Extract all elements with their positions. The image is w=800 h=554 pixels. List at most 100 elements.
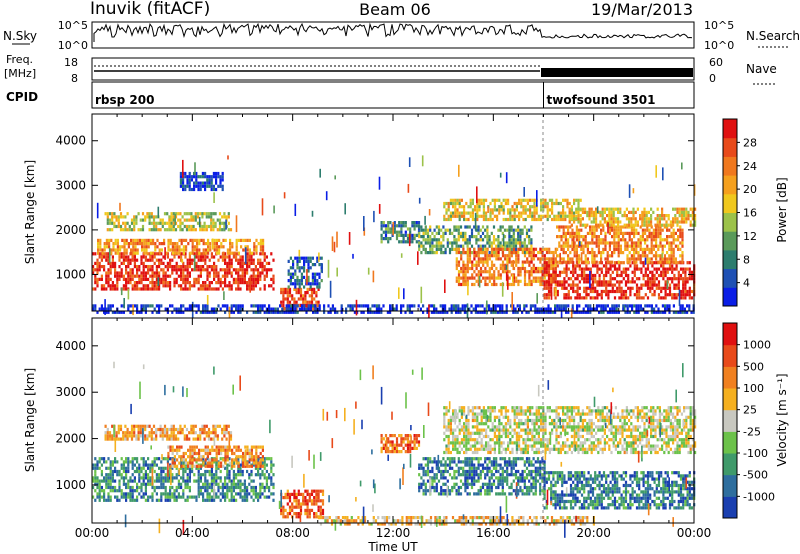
heatmap-cell [476,201,479,206]
beam-title: Beam 06 [359,0,431,19]
heatmap-cell [104,299,106,315]
heatmap-cell [505,310,508,314]
heatmap-cell [206,265,209,269]
heatmap-cell [193,248,196,252]
heatmap-cell [477,244,480,248]
heatmap-cell [215,187,218,192]
heatmap-cell [672,254,675,258]
heatmap-cell [424,251,427,255]
heatmap-cell [164,457,167,461]
heatmap-cell [595,241,598,245]
heatmap-cell [460,198,463,202]
heatmap-cell [231,245,234,249]
heatmap-cell [624,270,628,274]
heatmap-cell [677,238,680,242]
heatmap-cell [246,271,249,275]
heatmap-cell [600,241,603,245]
heatmap-cell [182,281,185,285]
heatmap-cell [673,267,676,271]
heatmap-cell [402,237,405,241]
heatmap-cell [237,310,240,314]
heatmap-cell [204,469,207,474]
heatmap-cell [114,242,117,246]
heatmap-cell [654,217,657,221]
heatmap-cell [534,304,537,308]
heatmap-cell [143,242,146,246]
heatmap-cell [175,485,178,490]
heatmap-cell [595,238,598,242]
heatmap-cell [188,479,191,483]
heatmap-cell [640,270,643,274]
heatmap-cell [329,310,332,314]
heatmap-cell [136,265,139,269]
heatmap-cell [147,482,150,486]
heatmap-cell [633,293,636,297]
heatmap-cell [136,466,139,470]
heatmap-cell [618,264,621,268]
heatmap-cell [373,304,376,308]
heatmap-cell [639,260,642,264]
colorbar-swatch [723,231,737,251]
heatmap-cell [107,473,110,477]
heatmap-cell [184,479,187,483]
heatmap-cell [575,235,578,239]
heatmap-cell [523,238,526,242]
heatmap-cell [462,231,465,235]
heatmap-cell [677,235,680,239]
heatmap-cell [606,257,609,261]
heatmap-cell [512,273,516,277]
heatmap-cell [215,473,218,477]
heatmap-cell [495,282,498,287]
heatmap-cell [172,212,175,216]
heatmap-cell [536,310,539,314]
heatmap-cell [508,270,511,274]
heatmap-cell [367,310,370,314]
heatmap-cell [515,254,518,258]
heatmap-cell [384,224,388,228]
heatmap-cell [485,198,488,202]
heatmap-cell [122,284,125,288]
heatmap-cell [564,211,567,215]
heatmap-cell [593,254,596,258]
heatmap-cell [152,242,155,246]
heatmap-cell [299,294,303,298]
heatmap-cell [127,495,130,499]
heatmap-cell [481,244,485,248]
heatmap-cell [655,267,658,271]
heatmap-cell [409,227,412,231]
heatmap-cell [164,284,167,288]
heatmap-cell [555,201,558,206]
heatmap-cell [694,217,697,221]
heatmap-cell [595,235,598,239]
heatmap-cell [650,241,653,245]
heatmap-cell [178,251,181,255]
heatmap-cell [106,212,109,216]
heatmap-cell [230,261,233,265]
heatmap-cell [111,287,114,291]
heatmap-cell [506,257,509,261]
heatmap-cell [435,251,438,255]
heatmap-cell [633,280,636,284]
heatmap-cell [215,307,218,311]
heatmap-cell [439,304,442,308]
heatmap-cell [241,281,244,285]
heatmap-cell [300,266,303,270]
heatmap-cell [185,238,188,242]
heatmap-cell [105,287,108,291]
heatmap-cell [578,273,581,278]
heatmap-cell [197,184,200,188]
heatmap-cell [309,259,312,263]
heatmap-cell [466,254,469,258]
heatmap-cell [232,268,235,272]
heatmap-cell [169,457,172,461]
heatmap-cell [530,228,533,232]
heatmap-cell [237,479,240,483]
heatmap-cell [501,250,505,255]
heatmap-cell [259,277,262,281]
heatmap-cell [237,457,240,461]
heatmap-cell [413,237,416,241]
heatmap-cell [642,264,645,268]
heatmap-cell [565,293,568,297]
heatmap-cell [144,476,147,480]
heatmap-cell [591,225,594,229]
